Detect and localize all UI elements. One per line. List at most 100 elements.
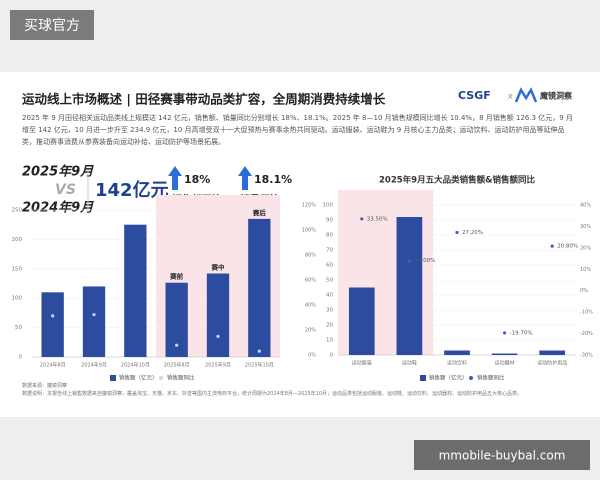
up-arrow bbox=[168, 166, 182, 190]
y-tick-label: 30 bbox=[326, 308, 333, 314]
legend-label: 销售额同比 bbox=[167, 374, 195, 382]
chart-title: 2025年9月五大品类销售额&销售额同比 bbox=[379, 175, 535, 186]
annotation: 赛中 bbox=[211, 263, 225, 272]
logo-right: 魔镜洞察 bbox=[539, 91, 573, 101]
y-tick-label: 50 bbox=[326, 278, 333, 284]
y-tick-label: 10 bbox=[326, 338, 333, 344]
y3-tick-label: 100% bbox=[302, 228, 317, 234]
card bbox=[0, 72, 600, 417]
source: 数据来源：魔镜洞察 bbox=[22, 383, 68, 389]
y-tick-label: 70 bbox=[326, 248, 333, 254]
y-tick-label: 250 bbox=[12, 208, 23, 214]
x-tick-label: 运动服装 bbox=[352, 360, 372, 367]
badge-box bbox=[10, 10, 94, 40]
bar bbox=[165, 282, 188, 357]
point bbox=[257, 349, 261, 353]
bar bbox=[396, 217, 423, 355]
watermark: mmobile-buybal.com bbox=[439, 449, 566, 463]
bar bbox=[248, 218, 271, 357]
y-tick-label: 80 bbox=[326, 233, 333, 239]
legend-label: 销售额（亿元） bbox=[119, 374, 158, 382]
period-a: 2025年9月 bbox=[22, 164, 94, 180]
y3-tick-label: 60% bbox=[305, 278, 316, 284]
legend-label: 销售额（亿元） bbox=[429, 374, 468, 382]
legend-label: 销售额同比 bbox=[477, 374, 505, 382]
y2-tick-label: -30% bbox=[580, 353, 593, 359]
y-tick-label: 100 bbox=[12, 296, 23, 302]
logo-left: CSGF bbox=[458, 89, 491, 102]
note: 数据说明：本报告线上销售数据来自魔镜洞察，覆盖淘宝、天猫、京东、抖音等国内主流电… bbox=[22, 391, 523, 397]
y3-tick-label: 80% bbox=[305, 253, 316, 259]
period-b: 2024年9月 bbox=[22, 200, 94, 216]
bar bbox=[206, 273, 230, 357]
bar bbox=[348, 287, 375, 355]
point bbox=[92, 313, 96, 317]
point bbox=[216, 334, 220, 339]
badge: 买球官方 bbox=[24, 18, 80, 34]
y2-tick-label: 30% bbox=[580, 224, 591, 230]
bar bbox=[491, 353, 518, 355]
legend-swatch bbox=[420, 375, 426, 381]
value-label: 14.00% bbox=[414, 258, 435, 264]
logo-sep: x bbox=[508, 92, 513, 101]
value-label: -19.70% bbox=[510, 330, 533, 336]
y-tick-label: 50 bbox=[15, 325, 22, 331]
metric-value: 18% bbox=[184, 173, 210, 186]
point bbox=[503, 331, 507, 335]
footer: 数据来源：魔镜洞察 数据说明：本报告线上销售数据来自魔镜洞察，覆盖淘宝、天猫、京… bbox=[22, 382, 578, 398]
summary: 2025 年 9 月田径相关运动品类线上规模达 142 亿元，销售额、销量同比分… bbox=[22, 114, 573, 146]
legend-swatch bbox=[159, 376, 163, 380]
total: 142亿元 bbox=[95, 179, 169, 201]
y-tick-label: 0 bbox=[330, 353, 334, 359]
x-tick-label: 2025年8月 bbox=[164, 362, 190, 369]
y-tick-label: 20 bbox=[326, 323, 333, 329]
x-tick-label: 2024年9月 bbox=[81, 362, 107, 369]
up-arrow bbox=[238, 166, 252, 190]
x-tick-label: 运动器材 bbox=[495, 360, 515, 367]
metric-value: 18.1% bbox=[254, 173, 292, 186]
point bbox=[360, 217, 364, 221]
point bbox=[51, 314, 55, 318]
y3-tick-label: 20% bbox=[305, 328, 316, 334]
legend-swatch bbox=[469, 376, 473, 380]
logo-icon bbox=[514, 87, 538, 103]
y3-tick-label: 0% bbox=[308, 353, 316, 359]
value-label: 27.20% bbox=[462, 230, 483, 236]
y-tick-label: 40 bbox=[326, 293, 333, 299]
y-tick-label: 100 bbox=[323, 203, 334, 209]
point bbox=[550, 244, 554, 248]
x-tick-label: 运动饮料 bbox=[447, 360, 467, 367]
y2-tick-label: -20% bbox=[580, 331, 593, 337]
bar bbox=[444, 350, 470, 355]
point bbox=[175, 343, 179, 347]
y-tick-label: 200 bbox=[12, 237, 23, 243]
x-tick-label: 运动鞋 bbox=[402, 360, 417, 367]
y-tick-label: 60 bbox=[326, 263, 333, 269]
value-label: 33.50% bbox=[367, 216, 388, 222]
y2-tick-label: -10% bbox=[580, 310, 593, 316]
y3-tick-label: 40% bbox=[305, 303, 316, 309]
vs: VS bbox=[55, 182, 76, 198]
point bbox=[455, 230, 459, 235]
bar bbox=[539, 350, 566, 355]
y-tick-label: 0 bbox=[19, 355, 23, 361]
value-label: 20.80% bbox=[557, 244, 578, 250]
y3-tick-label: 120% bbox=[302, 203, 317, 209]
legend-swatch bbox=[110, 375, 116, 381]
annotation: 赛前 bbox=[169, 272, 184, 281]
x-tick-label: 2025年9月 bbox=[205, 362, 231, 369]
bar bbox=[41, 292, 64, 357]
y-tick-label: 150 bbox=[12, 266, 23, 272]
point bbox=[407, 259, 411, 263]
y2-tick-label: 0% bbox=[580, 288, 588, 294]
y2-tick-label: 20% bbox=[580, 245, 591, 251]
bar bbox=[82, 286, 106, 357]
y-tick-label: 90 bbox=[326, 218, 333, 224]
watermark-box bbox=[414, 440, 590, 470]
y2-tick-label: 10% bbox=[580, 267, 591, 273]
bar bbox=[124, 224, 147, 357]
x-tick-label: 2024年8月 bbox=[40, 362, 66, 369]
x-tick-label: 2025年10月 bbox=[245, 362, 274, 369]
